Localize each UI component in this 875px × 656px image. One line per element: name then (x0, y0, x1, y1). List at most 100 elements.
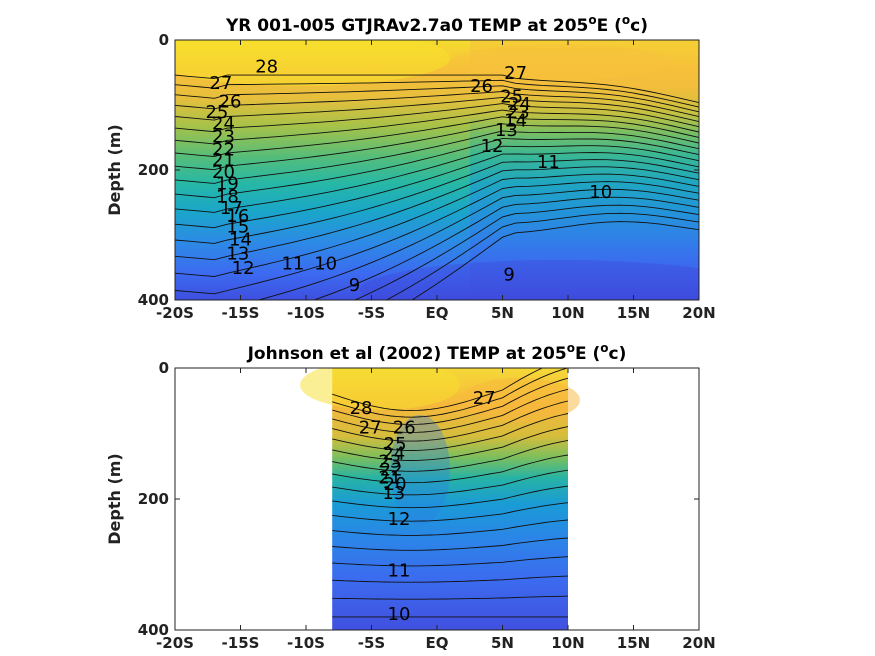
top-contour-label: 17 (220, 198, 243, 219)
top-contour-label: 25 (500, 86, 523, 107)
bottom-isotherm-line (332, 595, 569, 600)
top-contour-label: 14 (504, 110, 527, 131)
bottom-x-tick-label: -10S (287, 634, 325, 652)
bottom-x-tick-label: -20S (156, 634, 194, 652)
bottom-contour-label: 21 (378, 467, 401, 488)
top-x-tick-label: 15N (617, 304, 650, 322)
top-isotherm-line (353, 204, 699, 300)
bottom-y-tick-label: 200 (138, 490, 169, 508)
top-y-tick-label: 400 (138, 291, 169, 309)
bottom-isotherm-line (332, 368, 569, 418)
top-isotherm-line (175, 96, 699, 123)
bottom-contour-label: 23 (378, 452, 401, 473)
bottom-isotherm-line (332, 413, 569, 451)
bottom-isotherm-line (332, 485, 569, 509)
top-contour-label: 16 (226, 206, 249, 227)
bottom-isotherm-line (332, 556, 569, 567)
top-temperature-field (175, 40, 699, 300)
bottom-contour-label: 10 (388, 604, 411, 625)
bottom-x-tick-label: 5N (491, 634, 514, 652)
bottom-x-tick-label: 10N (551, 634, 584, 652)
top-isotherm-line (175, 166, 699, 261)
top-contour-label: 22 (212, 140, 235, 161)
top-contour-label: 23 (212, 127, 235, 148)
top-isotherm-line (385, 212, 699, 300)
top-isotherm-line (175, 130, 699, 184)
bottom-contour-lines (332, 368, 569, 618)
top-contour-label: 20 (212, 162, 235, 183)
top-panel: -20S -15S -10S -5S EQ 5N 10N 15N 20N 0 200 400 28 27… (105, 13, 716, 322)
bottom-isotherm-line (332, 454, 569, 484)
top-y-axis-label: Depth (m) (105, 124, 124, 216)
top-contour-label: 21 (212, 150, 235, 171)
bottom-axis-ticks: -20S -15S -10S -5S EQ 5N 10N 15N 20N 0 200 400 (138, 359, 716, 652)
top-contour-label: 10 (589, 182, 612, 203)
top-contour-label: 24 (508, 94, 531, 115)
top-contour-label: 24 (212, 114, 235, 135)
top-x-tick-label: -10S (287, 304, 325, 322)
top-contour-label: 19 (216, 174, 239, 195)
top-isotherm-line (175, 91, 699, 118)
bottom-isotherm-line (332, 439, 569, 472)
top-isotherm-line (411, 221, 699, 300)
top-contour-label: 23 (507, 102, 530, 123)
top-contour-label: 12 (481, 136, 504, 157)
bottom-contour-label: 13 (382, 483, 405, 504)
top-isotherm-line (175, 145, 699, 213)
top-isotherm-line (175, 74, 699, 104)
top-isotherm-line (175, 79, 699, 108)
top-contour-label: 15 (226, 216, 249, 237)
top-isotherm-line (175, 152, 699, 229)
bottom-contour-label: 11 (388, 560, 411, 581)
bottom-isotherm-line (332, 537, 569, 551)
top-isotherm-line (175, 181, 699, 295)
bottom-temperature-field (300, 368, 580, 630)
bottom-x-tick-label: -15S (222, 634, 260, 652)
bottom-contour-label: 28 (350, 398, 373, 419)
top-x-tick-label: -5S (358, 304, 385, 322)
top-contour-label: 25 (205, 102, 228, 123)
top-x-tick-label: EQ (426, 304, 449, 322)
top-contour-label: 12 (232, 258, 255, 279)
top-contour-label: 28 (255, 57, 278, 78)
top-isotherm-line (175, 103, 699, 133)
bottom-contour-label: 12 (388, 509, 411, 530)
top-contour-label: 26 (219, 92, 242, 113)
top-y-tick-label: 0 (159, 31, 169, 49)
bottom-isotherm-line (332, 502, 569, 522)
top-contour-label: 9 (349, 275, 360, 296)
top-contour-label: 11 (281, 253, 304, 274)
bottom-x-tick-label: 20N (682, 634, 715, 652)
bottom-isotherm-line (332, 469, 569, 496)
bottom-isotherm-line (332, 377, 569, 425)
bottom-isotherm-line (332, 426, 569, 461)
top-isotherm-line (256, 188, 699, 300)
bottom-isotherm-line (332, 388, 569, 433)
top-contour-label: 26 (470, 76, 493, 97)
top-x-tick-label: 5N (491, 304, 514, 322)
bottom-isotherm-line (332, 400, 569, 442)
bottom-contour-label: 27 (473, 388, 496, 409)
top-isotherm-line (175, 137, 699, 199)
top-axis-ticks: -20S -15S -10S -5S EQ 5N 10N 15N 20N 0 200 400 (138, 31, 716, 322)
bottom-title: Johnson et al (2002) TEMP at 205oE (oc) (247, 341, 627, 364)
bottom-y-tick-label: 400 (138, 621, 169, 639)
bottom-y-axis-label: Depth (m) (105, 453, 124, 545)
top-isotherm-line (175, 109, 699, 145)
top-title: YR 001-005 GTJRAv2.7a0 TEMP at 205oE (oc… (225, 13, 648, 36)
top-contour-label: 10 (314, 253, 337, 274)
bottom-contour-label: 25 (384, 434, 407, 455)
bottom-contour-label: 27 (359, 418, 382, 439)
top-isotherm-line (312, 196, 699, 300)
top-x-tick-label: 20N (682, 304, 715, 322)
top-isotherm-line (175, 173, 699, 277)
bottom-contour-label: 20 (384, 474, 407, 495)
top-x-tick-label: 10N (551, 304, 584, 322)
top-contour-label: 11 (537, 152, 560, 173)
bottom-x-tick-label: 15N (617, 634, 650, 652)
top-contour-label: 13 (495, 120, 518, 141)
bottom-isotherm-line (332, 575, 569, 583)
